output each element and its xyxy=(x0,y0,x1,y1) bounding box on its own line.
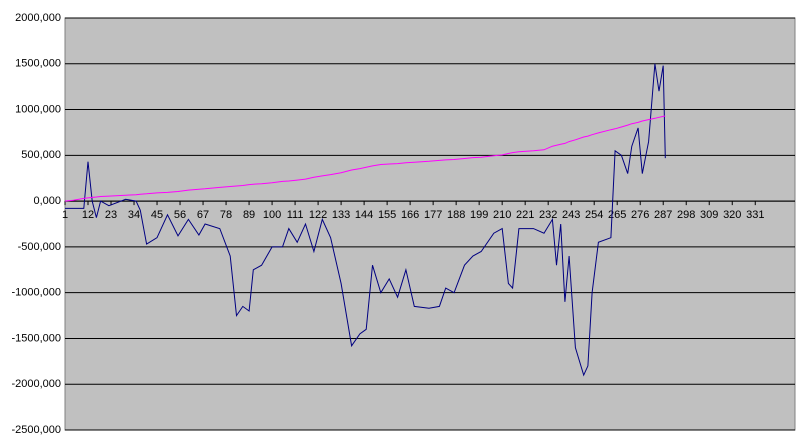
x-tick-label: 243 xyxy=(562,209,580,221)
y-tick-label: 500,000 xyxy=(21,149,61,161)
y-tick-label: -500,000 xyxy=(18,241,61,253)
x-tick-label: 287 xyxy=(654,209,672,221)
x-tick-label: 67 xyxy=(197,209,209,221)
y-tick-label: 1000,000 xyxy=(15,103,61,115)
x-tick-label: 232 xyxy=(539,209,557,221)
series-line xyxy=(65,63,666,377)
y-tick-label: -1000,000 xyxy=(11,287,61,299)
y-tick-label: 2000,000 xyxy=(15,12,61,24)
x-tick-label: 254 xyxy=(585,209,603,221)
x-tick-label: 276 xyxy=(631,209,649,221)
x-tick-label: 45 xyxy=(151,209,163,221)
x-tick-label: 320 xyxy=(723,209,741,221)
x-tick-label: 188 xyxy=(447,209,465,221)
y-tick-label: 1500,000 xyxy=(15,58,61,70)
x-tick-label: 144 xyxy=(355,209,373,221)
x-tick-label: 12 xyxy=(82,209,94,221)
x-tick-label: 210 xyxy=(493,209,511,221)
x-tick-label: 199 xyxy=(470,209,488,221)
x-tick-label: 298 xyxy=(677,209,695,221)
y-tick-label: 0,000 xyxy=(33,195,61,207)
x-tick-label: 89 xyxy=(243,209,255,221)
series-line xyxy=(64,115,666,202)
y-tick-label: -2500,000 xyxy=(11,424,61,436)
x-tick-label: 155 xyxy=(378,209,396,221)
plot-area xyxy=(64,17,796,431)
x-tick-label: 56 xyxy=(174,209,186,221)
x-tick-label: 100 xyxy=(263,209,281,221)
x-tick-label: 166 xyxy=(401,209,419,221)
x-tick-label: 177 xyxy=(424,209,442,221)
x-tick-label: 133 xyxy=(332,209,350,221)
x-tick-label: 23 xyxy=(105,209,117,221)
x-tick-label: 331 xyxy=(746,209,764,221)
y-tick-label: -1500,000 xyxy=(11,332,61,344)
x-tick-label: 221 xyxy=(516,209,534,221)
x-tick-label: 34 xyxy=(128,209,140,221)
x-tick-label: 111 xyxy=(287,209,304,221)
x-tick-label: 1 xyxy=(62,209,68,221)
x-tick-label: 122 xyxy=(309,209,327,221)
y-tick-label: -2000,000 xyxy=(11,378,61,390)
x-tick-label: 78 xyxy=(220,209,232,221)
x-tick-label: 309 xyxy=(700,209,718,221)
x-tick-label: 265 xyxy=(608,209,626,221)
